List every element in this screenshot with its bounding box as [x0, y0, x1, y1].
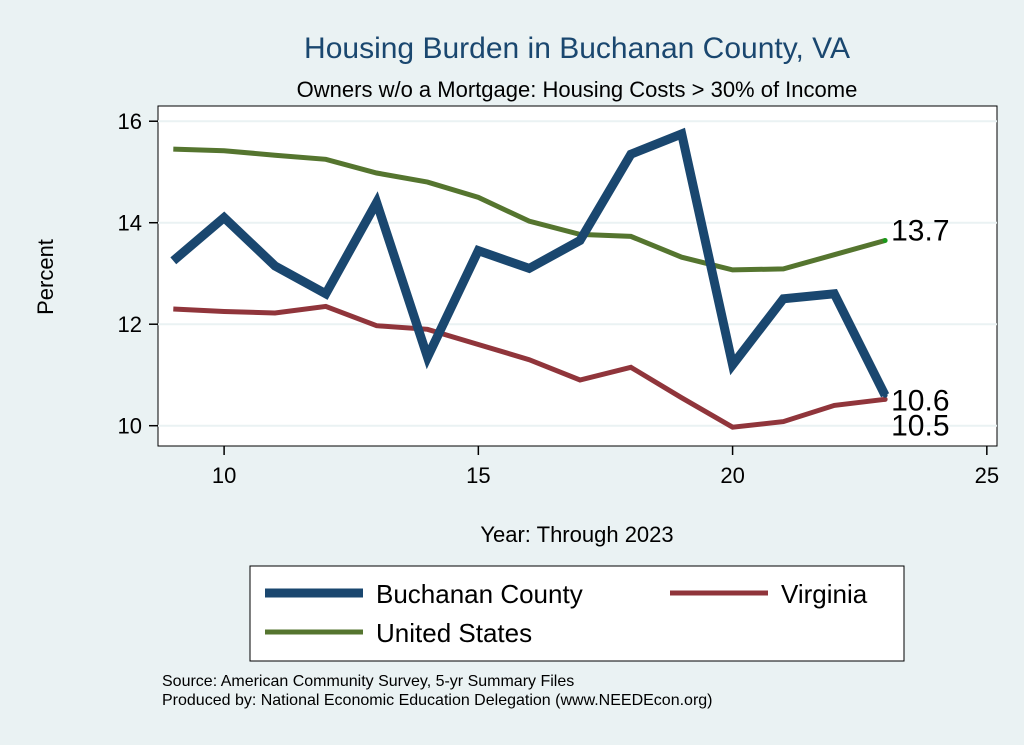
legend: Buchanan County Virginia United States	[249, 565, 905, 662]
x-axis-title: Year: Through 2023	[480, 522, 673, 547]
end-label-united-states: 13.7	[891, 214, 949, 247]
end-label-buchanan-county: 10.6	[891, 384, 949, 417]
y-tick-label-14: 14	[118, 211, 142, 236]
produced-note: Produced by: National Economic Education…	[162, 692, 713, 709]
end-label-virginia: 10.5	[891, 409, 949, 442]
series-line-united-states	[173, 146, 886, 273]
series-layer	[170, 127, 890, 430]
source-note: Source: American Community Survey, 5-yr …	[162, 673, 574, 690]
chart-subtitle: Owners w/o a Mortgage: Housing Costs > 3…	[297, 77, 858, 102]
end-labels: 10.610.5 13.7	[891, 214, 949, 442]
legend-label-buchanan-county: Buchanan County	[376, 579, 583, 609]
series-line-buchanan-county	[170, 127, 890, 398]
axes: 10 12 14 16 10 15 20 25	[118, 109, 1000, 488]
series-line-virginia	[173, 303, 886, 430]
chart-title: Housing Burden in Buchanan County, VA	[304, 32, 850, 65]
grid	[158, 120, 997, 427]
end-point-united-states	[882, 237, 888, 243]
y-tick-label-10: 10	[118, 414, 142, 439]
end-point-virginia	[882, 396, 888, 402]
y-tick-label-12: 12	[118, 312, 142, 337]
x-tick-label-10: 10	[212, 463, 236, 488]
x-tick-label-20: 20	[720, 463, 744, 488]
legend-box	[249, 565, 905, 662]
x-tick-label-25: 25	[975, 463, 999, 488]
y-tick-label-16: 16	[118, 109, 142, 134]
y-axis-title: Percent	[33, 239, 58, 315]
legend-label-virginia: Virginia	[781, 579, 868, 609]
end-point-buchanan-county	[882, 392, 888, 398]
x-tick-label-15: 15	[466, 463, 490, 488]
legend-label-united-states: United States	[376, 618, 532, 648]
